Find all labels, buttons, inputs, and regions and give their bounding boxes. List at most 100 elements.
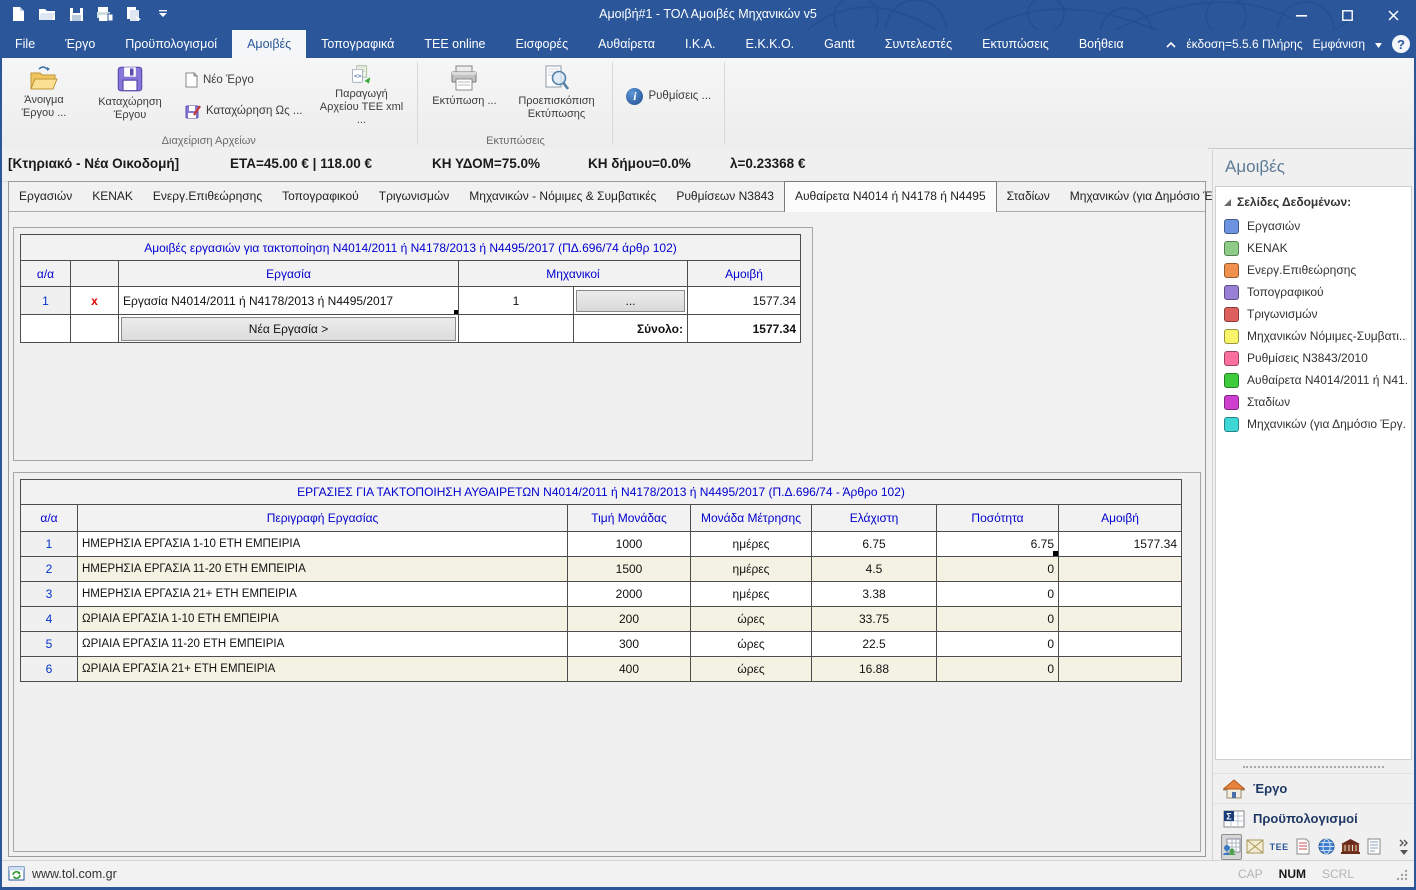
sidebar-panel-ergo[interactable]: Έργο: [1213, 773, 1414, 803]
quantity-input[interactable]: 0: [937, 657, 1059, 682]
print-button[interactable]: Εκτύπωση ...: [426, 61, 502, 131]
sidebar-panel-proypologismoi[interactable]: Σ Προϋπολογισμοί: [1213, 803, 1414, 833]
display-dropdown-icon[interactable]: [1375, 37, 1382, 51]
panel-splitter-handle[interactable]: [1243, 766, 1384, 768]
generate-tee-xml-button[interactable]: <> Παραγωγή Αρχείου TEE xml ...: [313, 61, 409, 131]
new-work-button[interactable]: Νέα Εργασία >: [121, 317, 456, 341]
tab-kenak[interactable]: ΚΕΝΑΚ: [82, 182, 143, 211]
tree-item-afthaireta[interactable]: Αυθαίρετα N4014/2011 ή N41...: [1224, 369, 1407, 391]
menu-proypologismoi[interactable]: Προϋπολογισμοί: [110, 30, 232, 58]
tree-root[interactable]: Σελίδες Δεδομένων:: [1224, 195, 1407, 209]
tab-trigonismon[interactable]: Τριγωνισμών: [369, 182, 460, 211]
collapse-ribbon-icon[interactable]: [1166, 37, 1176, 51]
table1-title: Αμοιβές εργασιών για τακτοποίηση N4014/2…: [21, 235, 801, 261]
tree-item-stadion[interactable]: Σταδίων: [1224, 391, 1407, 413]
fee-value: [1059, 557, 1182, 582]
page-color-swatch: [1224, 241, 1239, 256]
min-value: 6.75: [812, 532, 937, 557]
tree-item-nomimes[interactable]: Μηχανικών Νόμιμες-Συμβατι...: [1224, 325, 1407, 347]
save-as-button[interactable]: Καταχώρηση Ως ...: [180, 100, 307, 122]
work-name-input[interactable]: Εργασία N4014/2011 ή N4178/2013 ή N4495/…: [119, 287, 459, 315]
menu-tee-online[interactable]: TEE online: [409, 30, 500, 58]
help-icon[interactable]: ?: [1392, 35, 1410, 53]
delete-row-button[interactable]: x: [71, 287, 119, 315]
menu-topografika[interactable]: Τοπογραφικά: [306, 30, 409, 58]
print-preview-icon: [543, 65, 569, 92]
unit-price: 300: [568, 632, 691, 657]
overflow-chevrons-icon[interactable]: [1393, 834, 1414, 860]
tab-rythmiseon-n3843[interactable]: Ρυθμίσεων N3843: [666, 182, 784, 211]
group-label-printing: Εκτυπώσεις: [418, 135, 612, 147]
ribbon-divider: [724, 62, 725, 144]
ribbon-group-file-management: Άνοιγμα Έργου ... Καταχώρηση Έργου Νέο Έ…: [0, 58, 417, 148]
tab-stadion[interactable]: Σταδίων: [997, 182, 1060, 211]
menu-ika[interactable]: Ι.Κ.Α.: [670, 30, 731, 58]
tab-topografikou[interactable]: Τοπογραφικού: [272, 182, 369, 211]
tree-item-ergasion[interactable]: Εργασιών: [1224, 215, 1407, 237]
menu-amoives-active[interactable]: Αμοιβές: [232, 30, 306, 58]
report-icon[interactable]: [1364, 834, 1385, 860]
lambda-value: λ=0.23368 €: [730, 156, 805, 171]
page-color-swatch: [1224, 417, 1239, 432]
window-title: Αμοιβή#1 - ΤΟΛ Αμοιβές Μηχανικών v5: [0, 7, 1416, 21]
globe-icon[interactable]: [1316, 834, 1337, 860]
settings-button[interactable]: i Ρυθμίσεις ...: [621, 85, 716, 108]
tab-energ-epitheorisis[interactable]: Ενεργ.Επιθεώρησης: [143, 182, 272, 211]
unit-price: 1500: [568, 557, 691, 582]
sidebar: Αμοιβές Σελίδες Δεδομένων: Εργασιών ΚΕΝΑ…: [1212, 150, 1414, 860]
menu-ergo[interactable]: Έργο: [50, 30, 110, 58]
print-preview-button[interactable]: Προεπισκόπιση Εκτύπωσης: [508, 61, 604, 131]
website-link[interactable]: www.tol.com.gr: [32, 867, 117, 881]
tab-mixanikon-nomimes[interactable]: Μηχανικών - Νόμιμες & Συμβατικές: [459, 182, 666, 211]
quantity-input[interactable]: 0: [937, 582, 1059, 607]
tree-expander-icon[interactable]: [1224, 199, 1231, 206]
menu-ekko[interactable]: Ε.Κ.Κ.Ο.: [731, 30, 810, 58]
resize-grip[interactable]: [1396, 869, 1408, 881]
menu-syntelestes[interactable]: Συντελεστές: [870, 30, 967, 58]
save-project-button[interactable]: Καταχώρηση Έργου: [86, 61, 174, 131]
engineers-count-cell[interactable]: 1: [459, 287, 574, 315]
quantity-input[interactable]: 0: [937, 607, 1059, 632]
tree-item-dimosio[interactable]: Μηχανικών (για Δημόσιο Έργ...: [1224, 413, 1407, 435]
menu-eisfores[interactable]: Εισφορές: [501, 30, 584, 58]
window-controls: [1278, 0, 1416, 30]
document-red-icon[interactable]: [1293, 834, 1314, 860]
tree-item-trigonismon[interactable]: Τριγωνισμών: [1224, 303, 1407, 325]
menu-gantt[interactable]: Gantt: [809, 30, 870, 58]
page-color-swatch: [1224, 285, 1239, 300]
tree-item-energ[interactable]: Ενεργ.Επιθεώρησης: [1224, 259, 1407, 281]
close-button[interactable]: [1370, 0, 1416, 30]
new-project-button[interactable]: Νέο Έργο: [180, 69, 307, 91]
work-description: ΩΡΙΑΙΑ ΕΡΓΑΣΙΑ 1-10 ΕΤΗ ΕΜΠΕΙΡΙΑ: [78, 607, 568, 632]
quantity-input[interactable]: 0: [937, 632, 1059, 657]
tab-ergasion[interactable]: Εργασιών: [9, 182, 82, 211]
quantity-input[interactable]: 0: [937, 557, 1059, 582]
menu-afthaireta[interactable]: Αυθαίρετα: [583, 30, 670, 58]
quantity-input[interactable]: 6.75: [937, 532, 1059, 557]
page-color-swatch: [1224, 351, 1239, 366]
tree-item-topografikou[interactable]: Τοπογραφικού: [1224, 281, 1407, 303]
tree-item-kenak[interactable]: ΚΕΝΑΚ: [1224, 237, 1407, 259]
unit-price: 1000: [568, 532, 691, 557]
page-color-swatch: [1224, 219, 1239, 234]
tab-afthaireta-active[interactable]: Αυθαίρετα N4014 ή N4178 ή N4495: [784, 181, 997, 212]
menu-ektyposeis[interactable]: Εκτυπώσεις: [967, 30, 1064, 58]
caps-lock-indicator: CAP: [1238, 867, 1263, 881]
open-project-button[interactable]: Άνοιγμα Έργου ...: [8, 61, 80, 131]
menu-voitheia[interactable]: Βοήθεια: [1064, 30, 1139, 58]
page-color-swatch: [1224, 329, 1239, 344]
menu-file[interactable]: File: [0, 30, 50, 58]
maximize-button[interactable]: [1324, 0, 1370, 30]
row-number: 6: [21, 657, 78, 682]
minimize-button[interactable]: [1278, 0, 1324, 30]
ribbon-group-settings: i Ρυθμίσεις ...: [613, 58, 724, 148]
ika-icon[interactable]: [1340, 834, 1361, 860]
fees-panel-icon[interactable]: [1221, 834, 1242, 860]
tee-icon[interactable]: TEE: [1269, 834, 1290, 860]
row-number: 5: [21, 632, 78, 657]
tree-item-n3843[interactable]: Ρυθμίσεις N3843/2010: [1224, 347, 1407, 369]
engineers-more-button[interactable]: ...: [576, 290, 685, 312]
tee-mail-icon[interactable]: [1245, 834, 1266, 860]
num-lock-indicator: NUM: [1279, 867, 1306, 881]
display-menu[interactable]: Εμφάνιση: [1313, 37, 1365, 51]
